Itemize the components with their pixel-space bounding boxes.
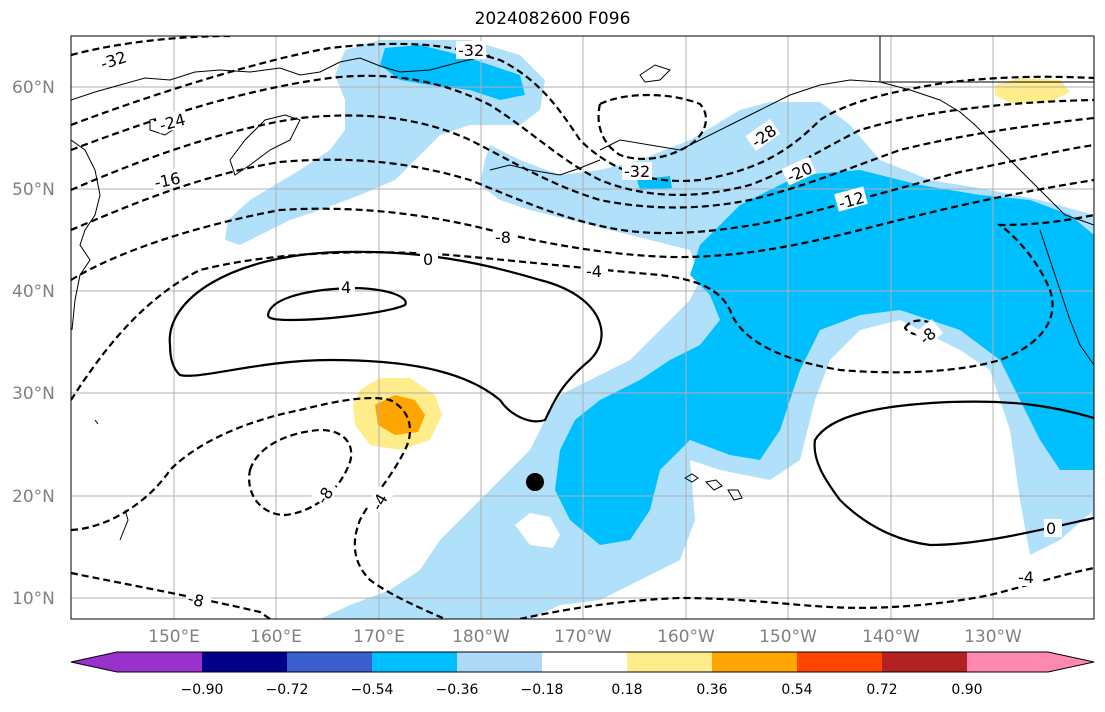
contour-label: -4 bbox=[586, 262, 602, 281]
colorbar: −0.90 −0.72 −0.54 −0.36 −0.18 0.18 0.36 … bbox=[70, 651, 1095, 698]
anomaly-region-light-blue-north bbox=[225, 40, 545, 245]
colorbar-segment bbox=[967, 652, 1052, 672]
lon-label: 150°W bbox=[759, 627, 817, 647]
contour-label: -4 bbox=[1018, 568, 1034, 587]
lat-label: 10°N bbox=[12, 589, 55, 609]
colorbar-segment bbox=[627, 652, 712, 672]
map-title: 2024082600 F096 bbox=[474, 9, 631, 29]
colorbar-segment bbox=[542, 652, 627, 672]
anomaly-hole-white bbox=[515, 513, 560, 548]
colorbar-segment bbox=[882, 652, 967, 672]
lon-label: 160°W bbox=[657, 627, 715, 647]
contours-dashed bbox=[71, 36, 1094, 619]
coastlines bbox=[71, 36, 1094, 541]
colorbar-tick-label: 0.90 bbox=[951, 682, 982, 698]
latitude-axis: 60°N 50°N 40°N 30°N 20°N 10°N bbox=[12, 78, 55, 609]
colorbar-tick-label: 0.72 bbox=[866, 682, 897, 698]
colorbar-segment bbox=[797, 652, 882, 672]
anomaly-region-blue-north bbox=[380, 45, 525, 100]
contour-label: -24 bbox=[157, 110, 187, 135]
colorbar-tick-label: −0.90 bbox=[181, 682, 224, 698]
longitude-axis: 150°E 160°E 170°E 180°W 170°W 160°W 150°… bbox=[148, 627, 1022, 647]
lon-label: 180°W bbox=[452, 627, 510, 647]
contour-label: 4 bbox=[341, 278, 351, 297]
lon-label: 160°E bbox=[250, 627, 302, 647]
plot-area: -32 -32 -32 -24 -16 -8 -4 0 4 -28 -20 -1… bbox=[71, 36, 1094, 619]
anomaly-region-yellow-alaska bbox=[995, 78, 1070, 103]
plot-frame bbox=[70, 35, 1095, 620]
lat-label: 50°N bbox=[12, 180, 55, 200]
lat-label: 40°N bbox=[12, 282, 55, 302]
colorbar-segment bbox=[712, 652, 797, 672]
contour-label: 0 bbox=[1046, 519, 1056, 538]
colorbar-extend-low bbox=[71, 652, 117, 672]
colorbar-tick-label: −0.72 bbox=[266, 682, 309, 698]
colorbar-tick-label: −0.18 bbox=[521, 682, 564, 698]
lon-label: 150°E bbox=[148, 627, 200, 647]
anomaly-region-blue-coast bbox=[1040, 240, 1094, 470]
contour-label: 0 bbox=[423, 250, 433, 269]
colorbar-segment bbox=[372, 652, 457, 672]
colorbar-tick-label: 0.18 bbox=[611, 682, 642, 698]
contour-label: -32 bbox=[98, 47, 129, 73]
contour-label: -32 bbox=[458, 41, 484, 60]
lon-label: 170°E bbox=[353, 627, 405, 647]
lat-label: 60°N bbox=[12, 78, 55, 98]
contour-label: -32 bbox=[624, 162, 650, 181]
anomaly-region-orange-pacific bbox=[375, 395, 425, 435]
anomaly-region-blue-main bbox=[555, 170, 1094, 545]
colorbar-segment bbox=[287, 652, 372, 672]
storm-center-marker bbox=[526, 473, 544, 491]
colorbar-tick-label: 0.54 bbox=[781, 682, 812, 698]
lat-label: 20°N bbox=[12, 487, 55, 507]
colorbar-segment bbox=[457, 652, 542, 672]
colorbar-tick-label: −0.36 bbox=[436, 682, 479, 698]
lon-label: 140°W bbox=[862, 627, 920, 647]
colorbar-extend-high bbox=[1048, 652, 1094, 672]
colorbar-tick-label: −0.54 bbox=[351, 682, 394, 698]
lat-label: 30°N bbox=[12, 384, 55, 404]
lon-label: 170°W bbox=[554, 627, 612, 647]
graticule bbox=[71, 36, 1094, 619]
lon-label: 130°W bbox=[964, 627, 1022, 647]
colorbar-segment bbox=[117, 652, 202, 672]
contour-label: -8 bbox=[495, 228, 511, 247]
contours-solid bbox=[168, 250, 1094, 547]
colorbar-tick-label: 0.36 bbox=[696, 682, 727, 698]
contour-label: -8 bbox=[186, 589, 206, 611]
colorbar-segment bbox=[202, 652, 287, 672]
